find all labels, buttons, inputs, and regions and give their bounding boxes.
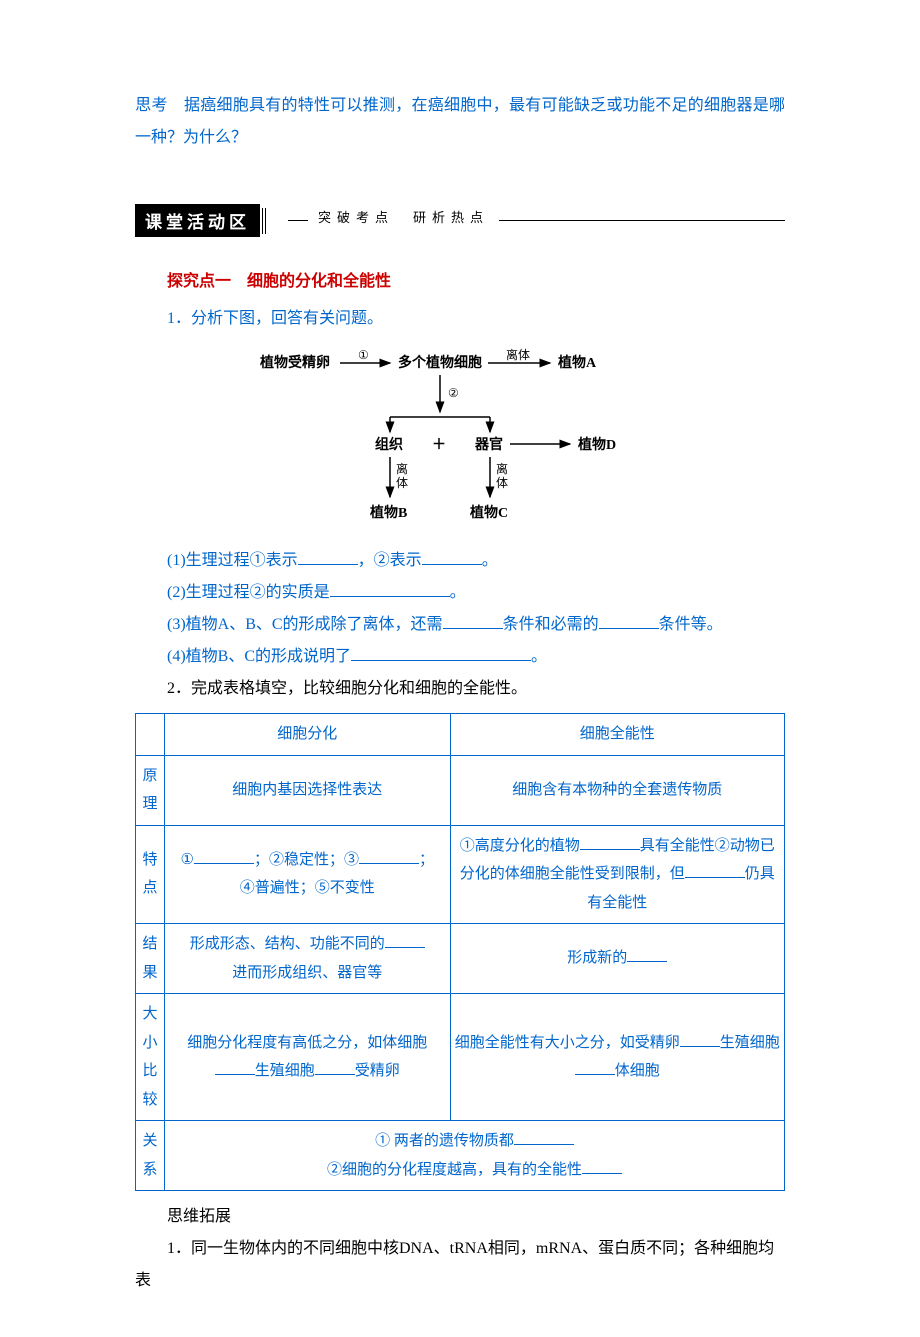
diag-n2: 多个植物细胞 bbox=[398, 354, 482, 371]
q1-2a: (2)生理过程②的实质是 bbox=[167, 584, 330, 601]
q1-1b: ，②表示 bbox=[358, 552, 422, 569]
r2c2: ①高度分化的植物具有全能性②动物已分化的体细胞全能性受到限制，但仍具有全能性 bbox=[450, 825, 784, 924]
corner-cell bbox=[136, 714, 165, 756]
q1-3c: 条件等。 bbox=[659, 616, 723, 633]
blank bbox=[422, 564, 482, 565]
blank bbox=[582, 1173, 622, 1174]
banner-caption: 突破考点 研析热点 bbox=[308, 207, 499, 226]
q1-4: (4)植物B、C的形成说明了 。 bbox=[135, 641, 785, 673]
q1-2: (2)生理过程②的实质是 。 bbox=[135, 577, 785, 609]
blank bbox=[215, 1074, 255, 1075]
table-row: 原理 细胞内基因选择性表达 细胞含有本物种的全套遗传物质 bbox=[136, 755, 785, 825]
thinking-paragraph: 思考 据癌细胞具有的特性可以推测，在癌细胞中，最有可能缺乏或功能不足的细胞器是哪… bbox=[135, 90, 785, 154]
table-row: 关系 ① 两者的遗传物质都 ②细胞的分化程度越高，具有的全能性 bbox=[136, 1121, 785, 1191]
diag-plus: ＋ bbox=[432, 438, 446, 453]
q1-1a: (1)生理过程①表示 bbox=[167, 552, 298, 569]
q1-3: (3)植物A、B、C的形成除了离体，还需 条件和必需的 条件等。 bbox=[135, 609, 785, 641]
blank bbox=[443, 628, 503, 629]
page-container: 思考 据癌细胞具有的特性可以推测，在癌细胞中，最有可能缺乏或功能不足的细胞器是哪… bbox=[0, 0, 920, 1337]
r1c2: 细胞含有本物种的全套遗传物质 bbox=[450, 755, 784, 825]
diag-n5: 器官 bbox=[474, 436, 503, 453]
table-row: 大小比较 细胞分化程度有高低之分，如体细胞生殖细胞受精卵 细胞全能性有大小之分，… bbox=[136, 994, 785, 1121]
blank bbox=[385, 947, 425, 948]
r4c1: 细胞分化程度有高低之分，如体细胞生殖细胞受精卵 bbox=[165, 994, 451, 1121]
diag-e2: ② bbox=[448, 386, 459, 400]
thinking-text: 据癌细胞具有的特性可以推测，在癌细胞中，最有可能缺乏或功能不足的细胞器是哪一种？… bbox=[135, 97, 785, 146]
explore-heading: 探究点一 细胞的分化和全能性 bbox=[135, 267, 785, 291]
rh-principle: 原理 bbox=[136, 755, 165, 825]
q1-1c: 。 bbox=[482, 552, 498, 569]
rh-feature: 特点 bbox=[136, 825, 165, 924]
q1-4b: 。 bbox=[531, 648, 547, 665]
q1-4a: (4)植物B、C的形成说明了 bbox=[167, 648, 351, 665]
th-toti: 细胞全能性 bbox=[450, 714, 784, 756]
banner-title: 课堂活动区 bbox=[135, 204, 260, 237]
blank bbox=[351, 660, 531, 661]
blank bbox=[359, 863, 419, 864]
rh-result: 结果 bbox=[136, 924, 165, 994]
blank bbox=[330, 596, 450, 597]
blank bbox=[685, 877, 745, 878]
r3c2: 形成新的 bbox=[450, 924, 784, 994]
q1-2b: 。 bbox=[450, 584, 466, 601]
table-row: 细胞分化 细胞全能性 bbox=[136, 714, 785, 756]
th-diff: 细胞分化 bbox=[165, 714, 451, 756]
extend-heading: 思维拓展 bbox=[135, 1201, 785, 1233]
q1-3a: (3)植物A、B、C的形成除了离体，还需 bbox=[167, 616, 443, 633]
diag-n4: 组织 bbox=[375, 436, 403, 453]
svg-text:离: 离 bbox=[496, 461, 508, 476]
svg-text:离: 离 bbox=[396, 461, 408, 476]
rh-size: 大小比较 bbox=[136, 994, 165, 1121]
blank bbox=[298, 564, 358, 565]
blank bbox=[315, 1074, 355, 1075]
diag-lt1: 离体 bbox=[506, 347, 530, 362]
svg-text:体: 体 bbox=[396, 476, 408, 490]
blank bbox=[575, 1074, 615, 1075]
flow-diagram: 植物受精卵 ① 多个植物细胞 离体 植物A ② 组织 ＋ 器官 植物D 离 体 … bbox=[250, 347, 670, 527]
q2-intro: 2．完成表格填空，比较细胞分化和细胞的全能性。 bbox=[135, 673, 785, 705]
diag-n1: 植物受精卵 bbox=[259, 354, 330, 371]
blank bbox=[580, 849, 640, 850]
comparison-table: 细胞分化 细胞全能性 原理 细胞内基因选择性表达 细胞含有本物种的全套遗传物质 … bbox=[135, 713, 785, 1191]
svg-text:体: 体 bbox=[496, 476, 508, 490]
r2c1: ①；②稳定性；③； ④普遍性；⑤不变性 bbox=[165, 825, 451, 924]
q1-3b: 条件和必需的 bbox=[503, 616, 599, 633]
r5: ① 两者的遗传物质都 ②细胞的分化程度越高，具有的全能性 bbox=[165, 1121, 785, 1191]
diag-n7: 植物B bbox=[369, 504, 407, 521]
extend-p1: 1．同一生物体内的不同细胞中核DNA、tRNA相同，mRNA、蛋白质不同；各种细… bbox=[135, 1233, 785, 1297]
blank bbox=[680, 1046, 720, 1047]
blank bbox=[599, 628, 659, 629]
r3c1: 形成形态、结构、功能不同的 进而形成组织、器官等 bbox=[165, 924, 451, 994]
blank bbox=[194, 863, 254, 864]
thinking-label: 思考 bbox=[135, 97, 168, 114]
table-row: 结果 形成形态、结构、功能不同的 进而形成组织、器官等 形成新的 bbox=[136, 924, 785, 994]
diag-n8: 植物C bbox=[469, 504, 508, 521]
rh-relation: 关系 bbox=[136, 1121, 165, 1191]
table-row: 特点 ①；②稳定性；③； ④普遍性；⑤不变性 ①高度分化的植物具有全能性②动物已… bbox=[136, 825, 785, 924]
q1-1: (1)生理过程①表示 ，②表示 。 bbox=[135, 545, 785, 577]
section-banner: 课堂活动区 突破考点 研析热点 bbox=[135, 204, 785, 237]
diag-e1: ① bbox=[358, 348, 369, 362]
banner-line: 突破考点 研析热点 bbox=[288, 220, 785, 221]
diag-n6: 植物D bbox=[577, 436, 616, 453]
r1c1: 细胞内基因选择性表达 bbox=[165, 755, 451, 825]
diag-n3: 植物A bbox=[557, 354, 597, 371]
q1-intro: 1．分析下图，回答有关问题。 bbox=[135, 303, 785, 335]
banner-stripes bbox=[262, 208, 268, 234]
blank bbox=[627, 961, 667, 962]
blank bbox=[514, 1144, 574, 1145]
r4c2: 细胞全能性有大小之分，如受精卵生殖细胞体细胞 bbox=[450, 994, 784, 1121]
